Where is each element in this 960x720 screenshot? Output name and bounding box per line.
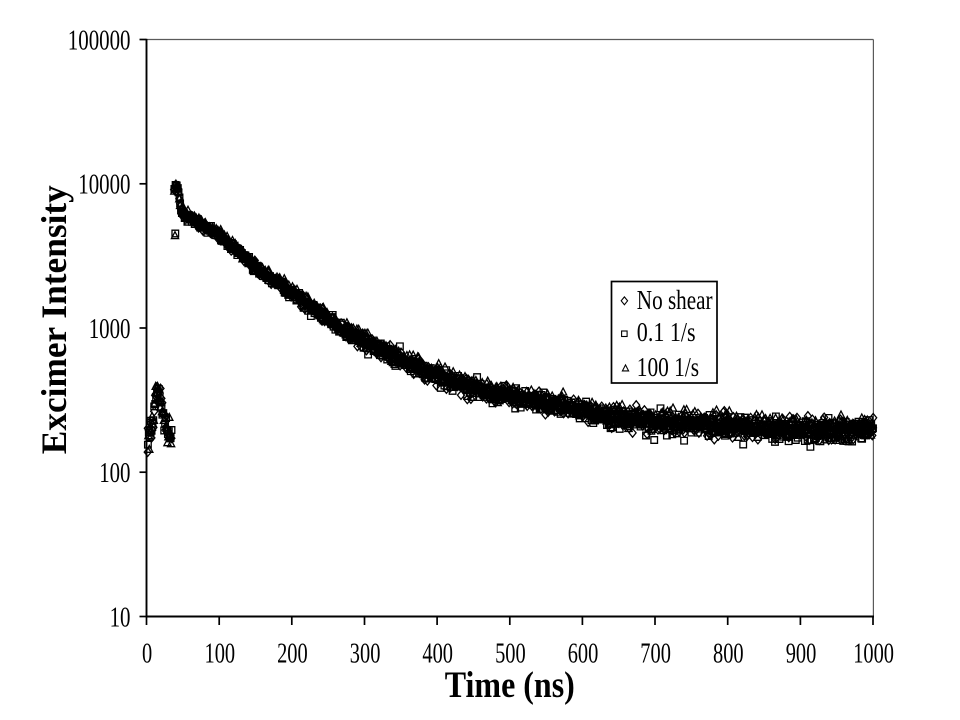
svg-text:600: 600: [568, 639, 599, 670]
svg-text:100: 100: [205, 639, 236, 670]
svg-text:Excimer Intensity: Excimer Intensity: [34, 185, 74, 454]
svg-text:1000: 1000: [89, 314, 131, 345]
svg-text:No shear: No shear: [637, 285, 713, 315]
svg-text:Time (ns): Time (ns): [445, 664, 575, 705]
svg-text:700: 700: [640, 639, 671, 670]
svg-text:0: 0: [142, 639, 152, 670]
svg-text:1000: 1000: [853, 639, 894, 670]
svg-text:100: 100: [99, 458, 130, 489]
svg-text:400: 400: [422, 639, 453, 670]
svg-text:100 1/s: 100 1/s: [637, 352, 699, 382]
svg-text:900: 900: [786, 639, 817, 670]
svg-text:100000: 100000: [68, 25, 131, 56]
svg-text:800: 800: [713, 639, 744, 670]
svg-text:0.1 1/s: 0.1 1/s: [637, 317, 696, 347]
svg-text:200: 200: [277, 639, 308, 670]
svg-text:10: 10: [110, 602, 131, 633]
svg-text:500: 500: [495, 639, 526, 670]
svg-text:10000: 10000: [78, 170, 130, 201]
svg-text:300: 300: [350, 639, 381, 670]
